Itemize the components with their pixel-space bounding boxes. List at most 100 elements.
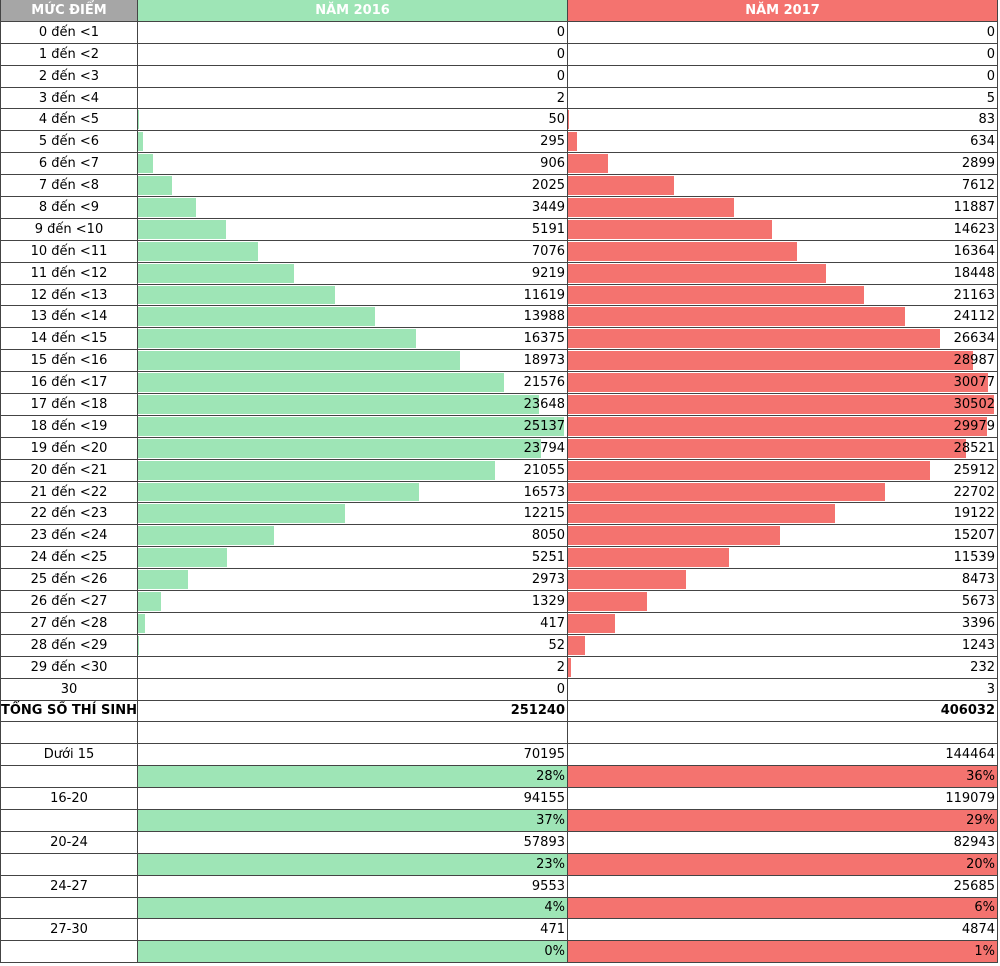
score-range: 8 đến <9 — [0, 197, 138, 218]
count-value: 28521 — [953, 440, 995, 456]
data-row: 12 đến <13 11619 21163 — [0, 284, 998, 307]
count-value: 26634 — [953, 331, 995, 347]
count-value: 11887 — [953, 199, 995, 215]
count-value: 21055 — [523, 462, 565, 478]
data-bar — [138, 329, 416, 349]
count-value: 23648 — [523, 396, 565, 412]
summary-label: 16-20 — [0, 788, 138, 809]
data-bar — [568, 176, 675, 196]
data-bar — [568, 526, 781, 546]
data-bar — [138, 482, 419, 502]
summary-row: 27-30 471 4874 — [0, 919, 998, 942]
count-value: 417 — [540, 615, 565, 631]
count-cell: 3396 — [568, 612, 998, 634]
count-cell: 1243 — [568, 634, 998, 656]
score-range: 29 đến <30 — [0, 656, 138, 678]
count-cell: 0 — [568, 65, 998, 87]
count-cell: 0 — [568, 43, 998, 65]
count-value: 11619 — [523, 287, 565, 303]
count-value: 3 — [986, 681, 995, 697]
data-bar — [568, 263, 826, 283]
count-value: 52 — [548, 637, 565, 653]
count-value: 634 — [970, 134, 995, 150]
count-value: 15207 — [953, 528, 995, 544]
count-cell: 25912 — [568, 459, 998, 481]
data-row: 5 đến <6 295 634 — [0, 131, 998, 154]
summary-count: 82943 — [568, 831, 998, 853]
blank-cell — [0, 897, 138, 919]
data-row: 14 đến <15 16375 26634 — [0, 328, 998, 351]
data-bar — [138, 198, 197, 217]
percent-row: 28% 36% — [0, 766, 998, 789]
score-range: 28 đến <29 — [0, 634, 138, 656]
data-bar — [138, 438, 542, 458]
data-row: 21 đến <22 16573 22702 — [0, 481, 998, 504]
summary-count: 471 — [138, 919, 568, 941]
count-cell: 3449 — [138, 197, 568, 218]
count-value: 21163 — [953, 287, 995, 303]
data-row: 8 đến <9 3449 11887 — [0, 197, 998, 219]
data-bar — [138, 373, 504, 393]
count-value: 30502 — [953, 396, 995, 412]
count-cell: 12215 — [138, 503, 568, 525]
count-value: 5 — [986, 90, 995, 106]
score-range: 10 đến <11 — [0, 240, 138, 262]
count-cell: 634 — [568, 131, 998, 153]
data-bar — [138, 132, 143, 152]
count-value: 232 — [970, 659, 995, 675]
blank-cell — [138, 722, 568, 744]
data-row: 22 đến <23 12215 19122 — [0, 503, 998, 526]
data-bar — [568, 132, 577, 152]
score-range: 18 đến <19 — [0, 415, 138, 437]
data-row: 18 đến <19 25137 29979 — [0, 415, 998, 438]
summary-percent: 6% — [568, 897, 998, 919]
count-cell: 0 — [568, 21, 998, 43]
count-value: 3396 — [961, 615, 995, 631]
count-cell: 22702 — [568, 481, 998, 503]
summary-label: 20-24 — [0, 831, 138, 853]
count-cell: 30077 — [568, 372, 998, 394]
data-row: 13 đến <14 13988 24112 — [0, 306, 998, 329]
count-cell: 21055 — [138, 459, 568, 481]
data-row: 6 đến <7 906 2899 — [0, 153, 998, 176]
count-cell: 11619 — [138, 284, 568, 306]
score-range: 2 đến <3 — [0, 65, 138, 87]
score-range: 3 đến <4 — [0, 87, 138, 109]
data-bar — [138, 592, 161, 611]
summary-row: Dưới 15 70195 144464 — [0, 744, 998, 767]
data-bar — [568, 635, 586, 655]
count-cell: 5 — [568, 87, 998, 109]
data-bar — [568, 110, 570, 130]
data-row: 4 đến <5 50 83 — [0, 109, 998, 132]
count-cell: 18973 — [138, 350, 568, 372]
data-row: 9 đến <10 5191 14623 — [0, 218, 998, 241]
data-row: 15 đến <16 18973 28987 — [0, 350, 998, 373]
data-row: 3 đến <4 2 5 — [0, 87, 998, 110]
summary-row: 24-27 9553 25685 — [0, 875, 998, 898]
summary-label: 27-30 — [0, 919, 138, 941]
header-cell: MỨC ĐIỂM — [0, 0, 138, 21]
data-bar — [568, 285, 864, 305]
summary-count: 9553 — [138, 875, 568, 897]
summary-label: Dưới 15 — [0, 744, 138, 766]
count-cell: 16375 — [138, 328, 568, 350]
score-range: 6 đến <7 — [0, 153, 138, 175]
count-value: 22702 — [953, 484, 995, 500]
count-value: 50 — [548, 112, 565, 128]
count-cell: 16573 — [138, 481, 568, 503]
data-bar — [138, 548, 227, 568]
percent-row: 4% 6% — [0, 897, 998, 920]
summary-percent: 20% — [568, 853, 998, 875]
blank-cell — [0, 722, 138, 744]
score-range: 13 đến <14 — [0, 306, 138, 328]
count-value: 29979 — [953, 418, 995, 434]
total-label: TỔNG SỐ THÍ SINH — [0, 700, 138, 722]
count-cell: 1329 — [138, 591, 568, 612]
count-cell: 14623 — [568, 218, 998, 240]
data-row: 1 đến <2 0 0 — [0, 43, 998, 66]
count-value: 7612 — [961, 178, 995, 194]
count-cell: 417 — [138, 612, 568, 634]
count-cell: 25137 — [138, 415, 568, 437]
data-row: 24 đến <25 5251 11539 — [0, 547, 998, 570]
total-row: TỔNG SỐ THÍ SINH 251240 406032 — [0, 700, 998, 723]
